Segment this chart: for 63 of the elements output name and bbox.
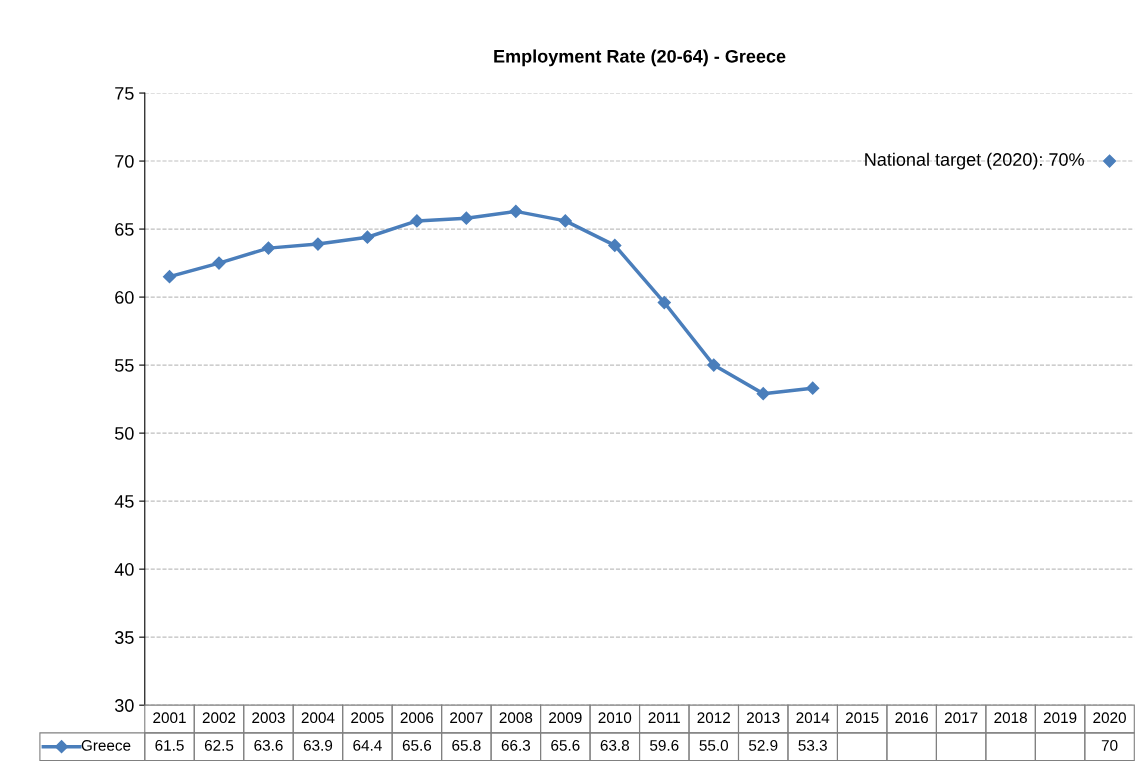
data-label: 61.5 [155, 739, 184, 751]
point [657, 295, 671, 310]
data-label: 65.6 [402, 739, 432, 751]
point [1102, 154, 1117, 168]
point [410, 214, 424, 228]
point [261, 241, 276, 255]
y-tick-label: 45 [114, 495, 134, 508]
y-tick-label: 35 [114, 631, 134, 644]
data-label: 65.8 [452, 739, 481, 751]
x-tick-label: 2018 [994, 712, 1027, 724]
point [509, 204, 523, 218]
y-tick-label: 75 [115, 87, 134, 100]
x-tick-label: 2017 [944, 712, 978, 724]
x-tick-label: 2004 [301, 712, 335, 724]
legend-label: Greece [81, 739, 131, 751]
data-label: 62.5 [204, 739, 234, 751]
y-tick-label: 65 [115, 223, 134, 236]
x-tick-label: 2020 [1093, 712, 1126, 724]
point [756, 387, 770, 401]
x-tick-label: 2016 [895, 712, 928, 724]
x-tick-label: 2012 [697, 712, 730, 724]
x-tick-label: 2002 [202, 712, 236, 724]
data-label: 63.6 [254, 739, 283, 751]
data-label: 66.3 [501, 739, 531, 751]
data-label: 63.8 [600, 739, 630, 751]
point [311, 237, 325, 251]
y-tick-label: 30 [114, 699, 134, 712]
data-label: 63.9 [303, 739, 333, 751]
data-label: 65.6 [551, 739, 580, 751]
x-tick-label: 2015 [845, 712, 879, 724]
y-tick-label: 70 [115, 155, 134, 168]
point [212, 256, 226, 270]
y-tick-label: 55 [115, 359, 134, 372]
annotation: National target (2020): 70% [865, 152, 1084, 170]
data-label: 59.6 [650, 739, 679, 751]
x-tick-label: 2005 [351, 712, 384, 724]
x-tick-label: 2019 [1043, 712, 1077, 724]
y-tick-label: 40 [114, 563, 134, 576]
data-label: 70 [1101, 739, 1118, 751]
x-tick-label: 2008 [499, 712, 533, 724]
point [558, 214, 572, 228]
data-label: 52.9 [748, 739, 778, 751]
x-tick-label: 2003 [252, 712, 285, 724]
data-label: 55.0 [699, 739, 729, 751]
x-tick-label: 2011 [648, 712, 680, 724]
x-tick-label: 2007 [450, 712, 483, 724]
data-label: 53.3 [798, 739, 827, 751]
x-tick-label: 2009 [549, 712, 582, 724]
data-label: 64.4 [353, 739, 382, 751]
x-tick-label: 2014 [796, 712, 830, 724]
y-tick-label: 60 [115, 291, 134, 304]
point [806, 381, 820, 395]
point [360, 230, 375, 244]
y-tick-label: 50 [115, 427, 134, 440]
point [608, 238, 622, 252]
x-tick-label: 2006 [400, 712, 434, 724]
point [162, 270, 177, 284]
point [707, 358, 721, 372]
x-tick-label: 2010 [598, 712, 632, 724]
chart-title: Employment Rate (20-64) - Greece [494, 49, 786, 67]
point [459, 211, 473, 225]
x-tick-label: 2001 [153, 712, 186, 724]
x-tick-label: 2013 [747, 712, 780, 724]
